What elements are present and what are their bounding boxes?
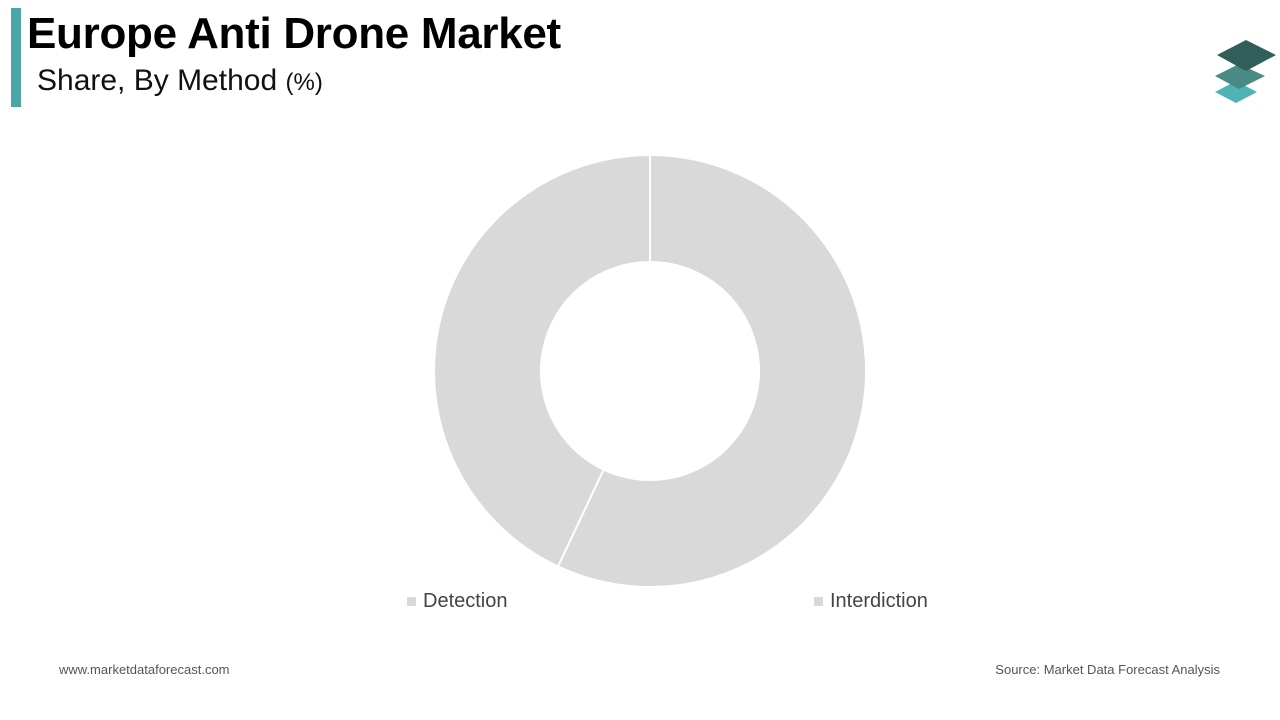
legend-item-interdiction: Interdiction: [814, 589, 928, 613]
page-subtitle: Share, By Method (%): [37, 64, 323, 98]
legend-label-detection: Detection: [423, 589, 508, 612]
donut-slice-interdiction: [556, 153, 867, 588]
legend-item-detection: Detection: [407, 589, 508, 613]
subtitle-unit: (%): [285, 69, 323, 96]
subtitle-text: Share, By Method: [37, 64, 278, 97]
footer-source: Source: Market Data Forecast Analysis: [995, 662, 1220, 677]
legend-label-interdiction: Interdiction: [830, 589, 928, 612]
stacked-layers-icon: [1215, 40, 1276, 103]
logo-layer-bottom: [1215, 81, 1257, 103]
legend-swatch-interdiction: [814, 596, 823, 606]
legend-swatch-detection: [407, 596, 416, 606]
logo-layer-middle: [1215, 64, 1265, 89]
title-accent-bar: [11, 8, 21, 107]
footer-website: www.marketdataforecast.com: [59, 662, 230, 677]
page-title: Europe Anti Drone Market: [27, 9, 561, 58]
logo-layer-top: [1217, 40, 1276, 71]
donut-slice-detection: [433, 153, 651, 568]
